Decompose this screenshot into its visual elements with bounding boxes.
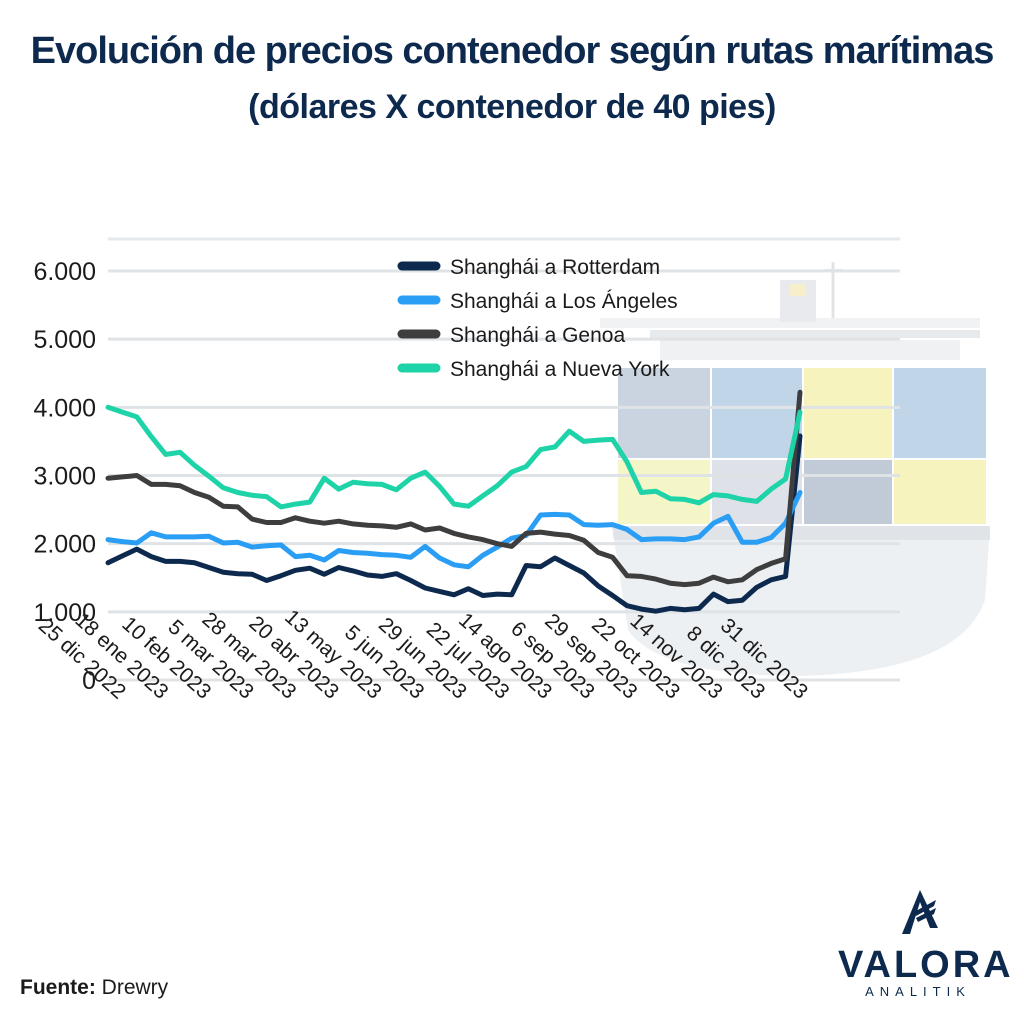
chart-title: Evolución de precios contenedor según ru…	[30, 30, 995, 72]
legend-label: Shanghái a Genoa	[450, 324, 625, 347]
logo-tagline: ANALITIK	[865, 984, 971, 999]
series-line	[105, 389, 803, 588]
y-tick-label: 0	[82, 667, 96, 695]
chart-subtitle: (dólares X contenedor de 40 pies)	[248, 88, 776, 126]
valora-analitik-logo: VALORA ANALITIK	[838, 888, 1014, 999]
legend-label: Shanghái a Los Ángeles	[450, 290, 678, 313]
y-tick-label: 2.000	[33, 531, 96, 559]
y-tick-label: 4.000	[33, 394, 96, 422]
legend-label: Shanghái a Nueva York	[450, 358, 670, 381]
source-note: Fuente: Drewry	[20, 976, 168, 1000]
logo-name: VALORA	[838, 944, 1014, 986]
source-label: Fuente:	[20, 976, 96, 999]
y-tick-label: 1.000	[33, 599, 96, 627]
y-tick-label: 5.000	[33, 326, 96, 354]
source-value: Drewry	[101, 976, 169, 999]
container-ship-illustration	[600, 262, 990, 676]
series-line	[105, 433, 803, 614]
y-tick-label: 6.000	[33, 258, 96, 286]
series-line	[105, 490, 803, 570]
y-axis: 0 1.000 2.000 3.000 4.000 5.000 6.000	[33, 258, 96, 695]
y-tick-label: 3.000	[33, 463, 96, 491]
legend-label: Shanghái a Rotterdam	[450, 256, 660, 279]
chart-legend: Shanghái a Rotterdam Shanghái a Los Ángel…	[397, 256, 678, 381]
series-line	[105, 404, 803, 510]
chart-series	[105, 389, 803, 614]
logo-mark-icon	[902, 890, 938, 934]
